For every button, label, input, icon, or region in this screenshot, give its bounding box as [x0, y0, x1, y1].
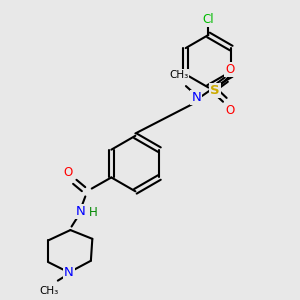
- Text: Cl: Cl: [203, 13, 214, 26]
- Text: S: S: [210, 84, 220, 97]
- Text: N: N: [76, 205, 86, 218]
- Text: O: O: [225, 63, 234, 76]
- Text: N: N: [191, 91, 201, 104]
- Text: O: O: [64, 166, 73, 179]
- Text: O: O: [225, 104, 234, 117]
- Text: H: H: [88, 206, 97, 219]
- Text: CH₃: CH₃: [169, 70, 188, 80]
- Text: N: N: [64, 266, 74, 279]
- Text: CH₃: CH₃: [39, 286, 59, 296]
